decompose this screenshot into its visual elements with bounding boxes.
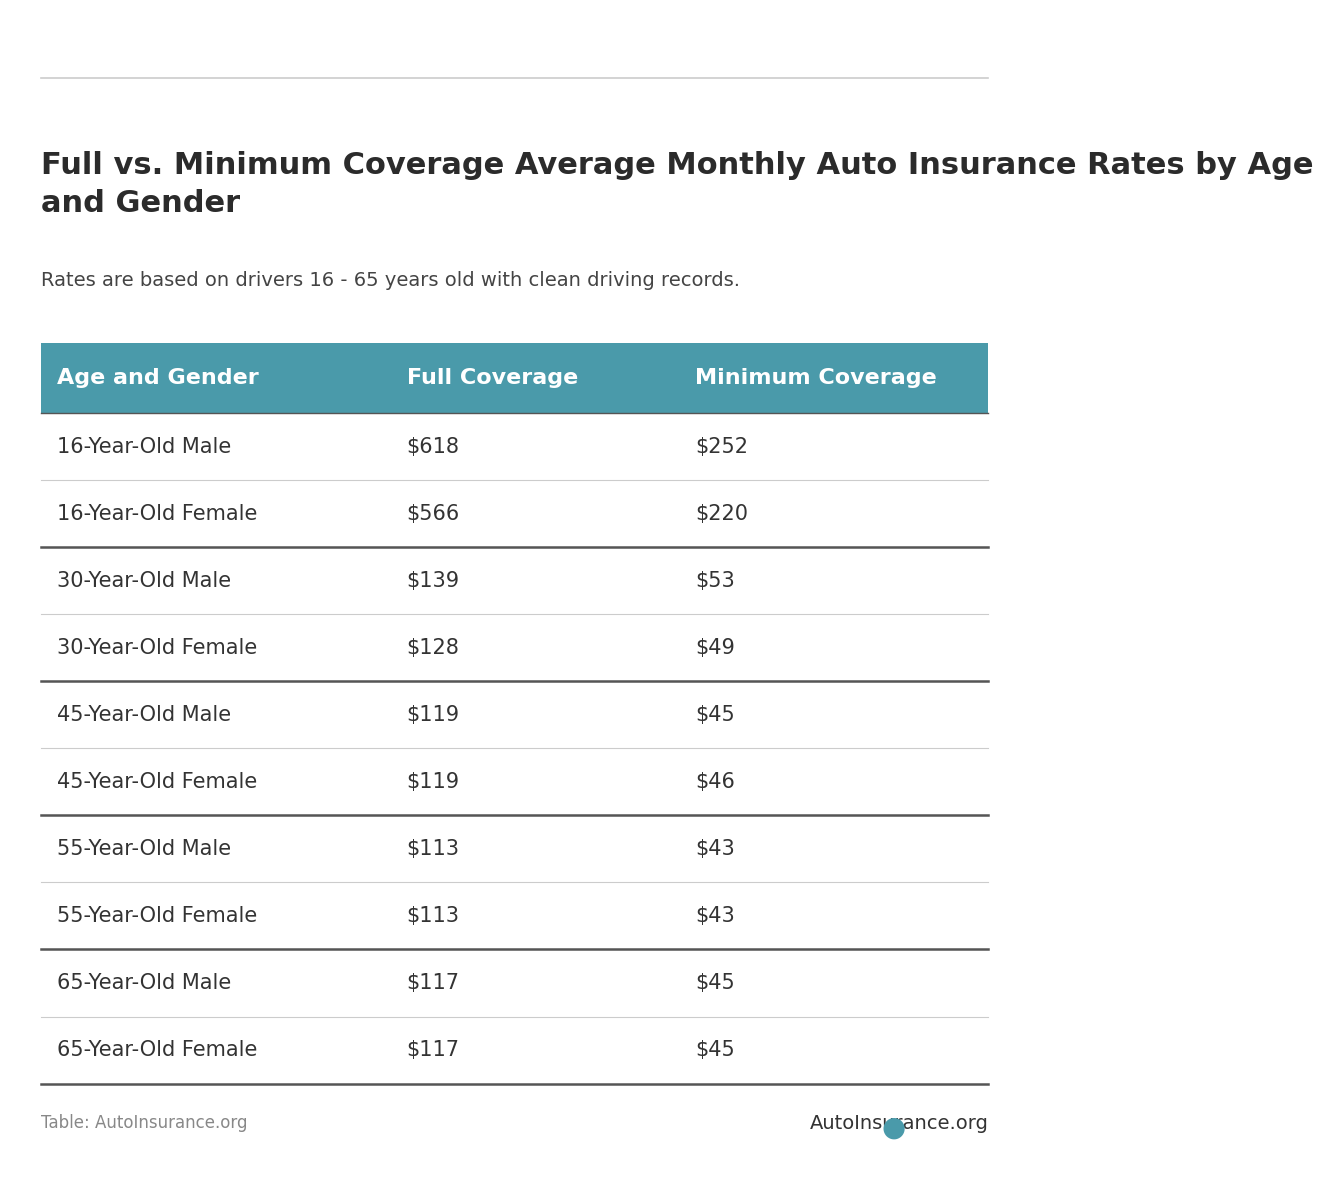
Text: 45-Year-Old Female: 45-Year-Old Female — [57, 772, 257, 792]
Text: $128: $128 — [407, 638, 459, 657]
Text: 55-Year-Old Male: 55-Year-Old Male — [57, 839, 231, 858]
Text: 65-Year-Old Female: 65-Year-Old Female — [57, 1040, 257, 1060]
Text: $45: $45 — [694, 1040, 735, 1060]
Text: $46: $46 — [694, 772, 735, 792]
Text: 55-Year-Old Female: 55-Year-Old Female — [57, 905, 257, 926]
Text: $45: $45 — [694, 704, 735, 725]
Text: 30-Year-Old Female: 30-Year-Old Female — [57, 638, 257, 657]
Text: $220: $220 — [694, 503, 748, 524]
Text: Full Coverage: Full Coverage — [407, 368, 578, 388]
Text: $45: $45 — [694, 973, 735, 993]
Text: Age and Gender: Age and Gender — [57, 368, 259, 388]
Text: $113: $113 — [407, 839, 459, 858]
Text: 16-Year-Old Female: 16-Year-Old Female — [57, 503, 257, 524]
Text: Table: AutoInsurance.org: Table: AutoInsurance.org — [41, 1114, 248, 1132]
Text: 65-Year-Old Male: 65-Year-Old Male — [57, 973, 231, 993]
Text: Rates are based on drivers 16 - 65 years old with clean driving records.: Rates are based on drivers 16 - 65 years… — [41, 271, 741, 290]
Text: Minimum Coverage: Minimum Coverage — [694, 368, 937, 388]
Text: $139: $139 — [407, 571, 459, 591]
Text: AutoInsurance.org: AutoInsurance.org — [809, 1114, 989, 1133]
Text: $117: $117 — [407, 973, 459, 993]
Text: 45-Year-Old Male: 45-Year-Old Male — [57, 704, 231, 725]
Text: $49: $49 — [694, 638, 735, 657]
Text: $43: $43 — [694, 839, 735, 858]
Text: $113: $113 — [407, 905, 459, 926]
Text: $618: $618 — [407, 437, 459, 456]
Text: $117: $117 — [407, 1040, 459, 1060]
Text: Full vs. Minimum Coverage Average Monthly Auto Insurance Rates by Age
and Gender: Full vs. Minimum Coverage Average Monthl… — [41, 150, 1313, 218]
Text: $566: $566 — [407, 503, 459, 524]
Text: $119: $119 — [407, 772, 459, 792]
Text: 30-Year-Old Male: 30-Year-Old Male — [57, 571, 231, 591]
Text: 16-Year-Old Male: 16-Year-Old Male — [57, 437, 231, 456]
Text: $119: $119 — [407, 704, 459, 725]
Text: $43: $43 — [694, 905, 735, 926]
Text: $53: $53 — [694, 571, 735, 591]
Bar — [41, 343, 989, 413]
Text: ●: ● — [882, 1114, 906, 1141]
Text: $252: $252 — [694, 437, 748, 456]
